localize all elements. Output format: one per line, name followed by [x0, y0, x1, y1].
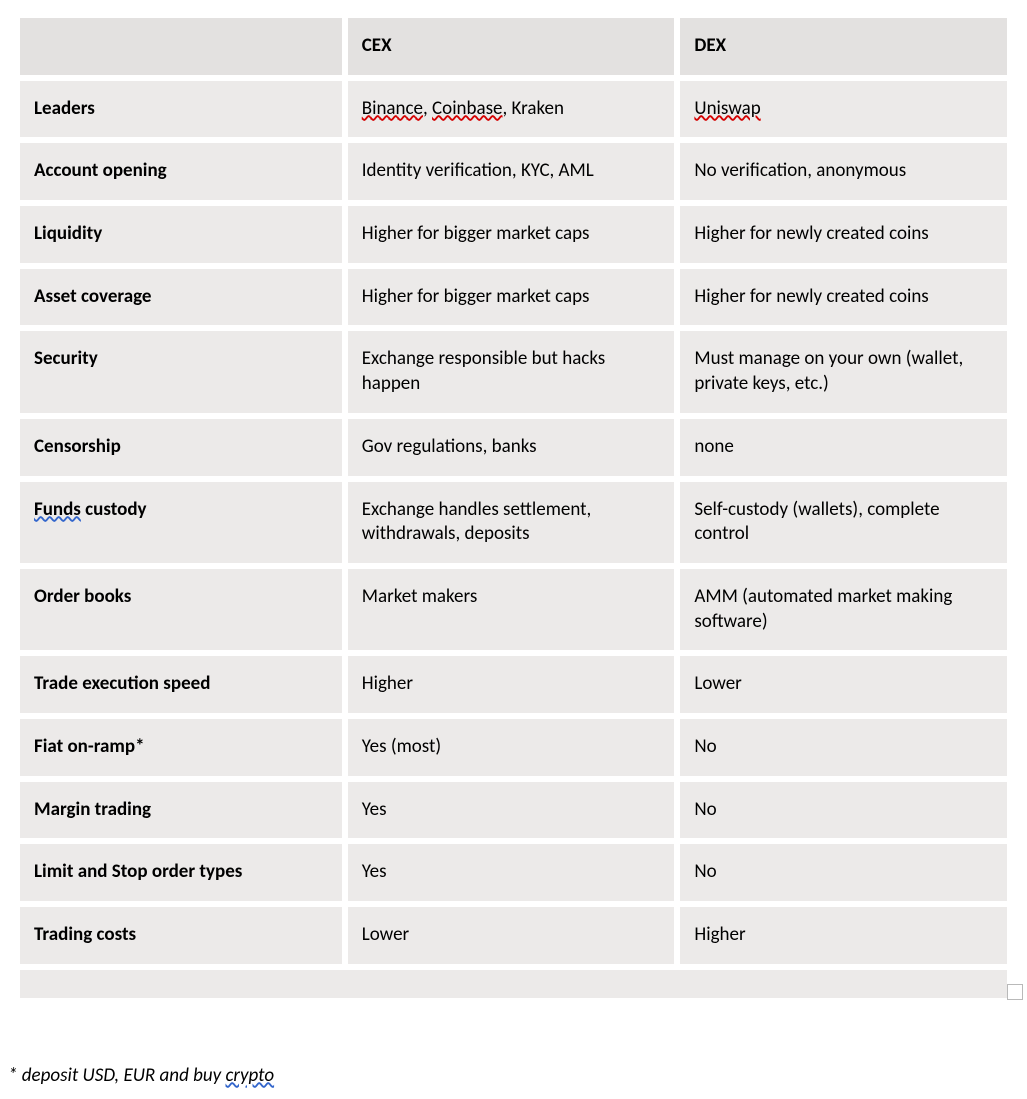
table-row: Leaders Binance, Coinbase, Kraken Uniswa… [20, 81, 1007, 138]
cell-dex: No [680, 782, 1007, 839]
cell-dex: Must manage on your own (wallet, private… [680, 331, 1007, 412]
cell-dex: Lower [680, 656, 1007, 713]
cell-cex: Higher for bigger market caps [348, 206, 675, 263]
cell-dex: Higher for newly created coins [680, 206, 1007, 263]
cell-cex: Yes [348, 844, 675, 901]
table-row: Limit and Stop order types Yes No [20, 844, 1007, 901]
cell-cex: Yes [348, 782, 675, 839]
cell-dex: none [680, 419, 1007, 476]
cell-cex: Binance, Coinbase, Kraken [348, 81, 675, 138]
cell-dex: Higher [680, 907, 1007, 964]
cell-dex: No verification, anonymous [680, 143, 1007, 200]
table-row: Security Exchange responsible but hacks … [20, 331, 1007, 412]
table-row: Asset coverage Higher for bigger market … [20, 269, 1007, 326]
col-header-empty [20, 18, 342, 75]
table-header-row: CEX DEX [20, 18, 1007, 75]
table-row: Censorship Gov regulations, banks none [20, 419, 1007, 476]
cell-cex: Yes (most) [348, 719, 675, 776]
table-row: Order books Market makers AMM (automated… [20, 569, 1007, 650]
cell-dex: Self-custody (wallets), complete control [680, 482, 1007, 563]
cell-cex: Lower [348, 907, 675, 964]
cell-cex: Identity verification, KYC, AML [348, 143, 675, 200]
spellcheck-word: Coinbase [432, 97, 502, 120]
row-label: Leaders [20, 81, 342, 138]
cell-cex: Higher for bigger market caps [348, 269, 675, 326]
footnote-text: * deposit USD, EUR and buy [8, 1064, 225, 1087]
text: , [423, 97, 432, 120]
text: custody [81, 498, 147, 521]
text: , Kraken [503, 97, 564, 120]
comparison-table: CEX DEX Leaders Binance, Coinbase, Krake… [14, 12, 1013, 1004]
cell-cex: Exchange responsible but hacks happen [348, 331, 675, 412]
cell-cex: Market makers [348, 569, 675, 650]
table-row: Fiat on-ramp* Yes (most) No [20, 719, 1007, 776]
row-label: Order books [20, 569, 342, 650]
col-header-dex: DEX [680, 18, 1007, 75]
cell-cex: Exchange handles settlement, withdrawals… [348, 482, 675, 563]
spellcheck-word: Binance [362, 97, 423, 120]
cell-dex: Higher for newly created coins [680, 269, 1007, 326]
cell-dex: No [680, 844, 1007, 901]
cell-cex: Higher [348, 656, 675, 713]
row-label: Funds custody [20, 482, 342, 563]
row-label: Trade execution speed [20, 656, 342, 713]
row-label: Account opening [20, 143, 342, 200]
footnote: * deposit USD, EUR and buy crypto [8, 1064, 1013, 1087]
cell-dex: No [680, 719, 1007, 776]
table-row: Account opening Identity verification, K… [20, 143, 1007, 200]
col-header-cex: CEX [348, 18, 675, 75]
cell-dex: Uniswap [680, 81, 1007, 138]
row-label: Censorship [20, 419, 342, 476]
grammar-word: crypto [225, 1064, 274, 1087]
row-label: Margin trading [20, 782, 342, 839]
row-label: Security [20, 331, 342, 412]
table-row: Trading costs Lower Higher [20, 907, 1007, 964]
table-row: Funds custody Exchange handles settlemen… [20, 482, 1007, 563]
table-row: Margin trading Yes No [20, 782, 1007, 839]
row-label: Limit and Stop order types [20, 844, 342, 901]
table-footer-row [20, 970, 1007, 998]
row-label: Trading costs [20, 907, 342, 964]
row-label: Fiat on-ramp* [20, 719, 342, 776]
cell-cex: Gov regulations, banks [348, 419, 675, 476]
row-label: Asset coverage [20, 269, 342, 326]
table-row: Liquidity Higher for bigger market caps … [20, 206, 1007, 263]
grammar-word: Funds [34, 498, 81, 521]
page-marker-icon [1007, 984, 1023, 1000]
table-row: Trade execution speed Higher Lower [20, 656, 1007, 713]
empty-cell [20, 970, 1007, 998]
row-label: Liquidity [20, 206, 342, 263]
cell-dex: AMM (automated market making software) [680, 569, 1007, 650]
spellcheck-word: Uniswap [694, 97, 760, 120]
